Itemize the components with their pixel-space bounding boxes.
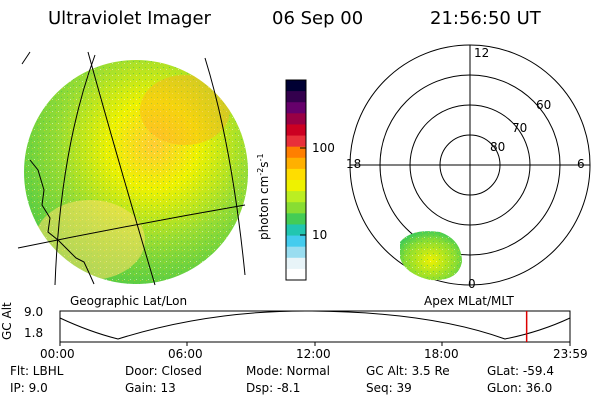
- altitude-ytick-9: 9.0: [24, 305, 44, 319]
- date-label: 06 Sep 00: [272, 8, 364, 29]
- xtick-1800: 18:00: [424, 347, 459, 361]
- mlt-label-12: 12: [474, 46, 490, 60]
- colorbar-segment: [286, 157, 306, 170]
- colorbar-segment: [286, 102, 306, 114]
- colorbar-segment: [286, 80, 306, 92]
- colorbar-segment: [286, 268, 306, 281]
- colorbar: [286, 80, 306, 281]
- lat-label-60: 60: [536, 98, 552, 112]
- lat-label-80: 80: [490, 140, 506, 154]
- colorbar-segment: [286, 124, 306, 137]
- info-door: Door: Closed: [125, 364, 202, 378]
- instrument-title: Ultraviolet Imager: [48, 8, 211, 29]
- colorbar-label-10: 10: [312, 228, 328, 242]
- info-gain: Gain: 13: [125, 381, 176, 395]
- polar-auroral-image: [400, 231, 462, 281]
- colorbar-segment: [286, 113, 306, 125]
- info-flt: Flt: LBHL: [10, 364, 64, 378]
- colorbar-segment: [286, 91, 306, 103]
- mlt-label-0: 0: [468, 277, 476, 291]
- colorbar-segment: [286, 135, 306, 148]
- info-seq: Seq: 39: [366, 381, 412, 395]
- info-glat: GLat: -59.4: [487, 364, 554, 378]
- geo-grid-lines: [17, 51, 246, 286]
- colorbar-segment: [286, 168, 306, 181]
- colorbar-label-100: 100: [312, 141, 335, 155]
- colorbar-segment: [286, 235, 306, 248]
- polar-grid: [349, 44, 591, 286]
- altitude-ylabel: GC Alt: [0, 302, 14, 340]
- info-mode: Mode: Normal: [246, 364, 330, 378]
- colorbar-segment: [286, 202, 306, 214]
- uv-earth-image: [24, 60, 248, 284]
- geo-map-label: Geographic Lat/Lon: [70, 294, 188, 308]
- info-ip: IP: 9.0: [10, 381, 48, 395]
- colorbar-frame: [285, 79, 307, 281]
- xtick-1200: 12:00: [296, 347, 331, 361]
- colorbar-segment: [286, 180, 306, 192]
- altitude-curve: [59, 310, 571, 340]
- xtick-2359: 23:59: [553, 347, 588, 361]
- colorbar-segment: [286, 146, 306, 159]
- info-glon: GLon: 36.0: [487, 381, 553, 395]
- mlt-label-18: 18: [346, 157, 362, 171]
- lat-label-70: 70: [512, 121, 528, 135]
- colorbar-segment: [286, 191, 306, 203]
- colorbar-unit-label: photon cm-2s-1: [256, 153, 271, 240]
- colorbar-segment: [286, 246, 306, 259]
- altitude-plot-frame: [59, 310, 571, 343]
- time-label: 21:56:50 UT: [430, 8, 541, 29]
- colorbar-segment: [286, 213, 306, 225]
- xtick-0000: 00:00: [40, 347, 75, 361]
- mlt-label-6: 6: [577, 157, 585, 171]
- coastline: [29, 159, 95, 285]
- polar-plot-label: Apex MLat/MLT: [424, 294, 514, 308]
- xtick-0600: 06:00: [168, 347, 203, 361]
- altitude-xticks: [59, 342, 571, 346]
- info-gc-alt: GC Alt: 3.5 Re: [366, 364, 450, 378]
- info-dsp: Dsp: -8.1: [246, 381, 301, 395]
- altitude-ytick-1-8: 1.8: [24, 326, 44, 340]
- colorbar-segment: [286, 224, 306, 237]
- colorbar-segment: [286, 257, 306, 270]
